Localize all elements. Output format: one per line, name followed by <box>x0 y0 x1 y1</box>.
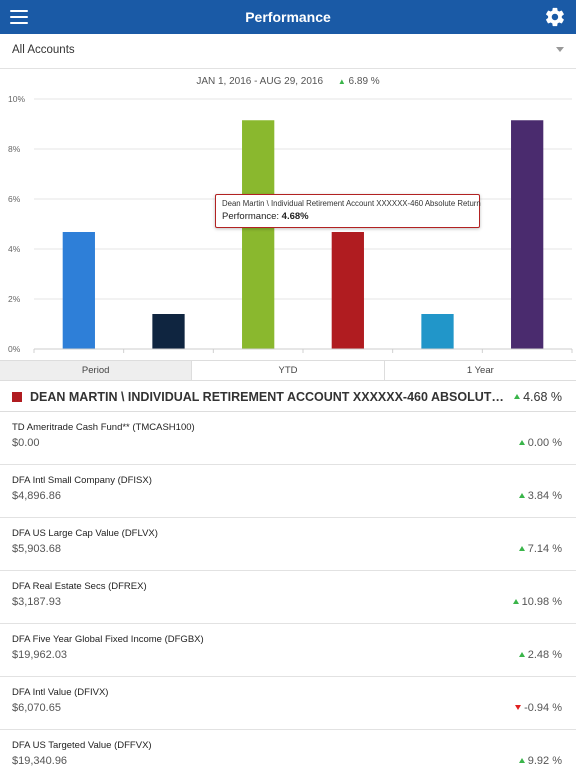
hamburger-menu-icon[interactable] <box>10 8 30 26</box>
list-item[interactable]: DFA Intl Small Company (DFISX) $4,896.86… <box>0 465 576 518</box>
account-color-swatch <box>12 392 22 402</box>
holding-name: DFA Intl Small Company (DFISX) <box>12 475 152 486</box>
y-tick-label: 10% <box>8 94 25 104</box>
holding-performance-value: -0.94 % <box>524 702 562 714</box>
tab-period[interactable]: Period <box>0 361 193 380</box>
holding-value: $4,896.86 <box>12 490 61 502</box>
bar-chart-svg: 0% 2% 4% 6% 8% 10% <box>8 94 573 354</box>
holding-name: TD Ameritrade Cash Fund** (TMCASH100) <box>12 422 195 433</box>
period-tabs: Period YTD 1 Year <box>0 360 576 381</box>
holding-performance-value: 10.98 % <box>521 596 562 608</box>
holding-value: $3,187.93 <box>12 596 61 608</box>
chart-performance: 6.89 % <box>348 76 380 87</box>
list-item[interactable]: DFA Intl Value (DFIVX) $6,070.65 -0.94 % <box>0 677 576 730</box>
chart-bar[interactable] <box>331 232 364 349</box>
tooltip-label: Performance: <box>222 211 280 222</box>
holding-performance: 10.98 % <box>512 596 562 608</box>
holding-performance: 3.84 % <box>518 490 562 502</box>
y-tick-label: 6% <box>8 194 21 204</box>
y-tick-label: 8% <box>8 144 21 154</box>
tooltip-value: 4.68% <box>281 211 309 222</box>
account-selector[interactable]: All Accounts <box>0 34 576 69</box>
holding-performance-value: 3.84 % <box>527 490 562 502</box>
arrow-up-icon <box>518 545 525 551</box>
holding-performance-value: 0.00 % <box>527 437 562 449</box>
holding-value: $6,070.65 <box>12 702 61 714</box>
chevron-down-icon <box>556 47 564 52</box>
gear-icon[interactable] <box>544 6 566 28</box>
holding-name: DFA Intl Value (DFIVX) <box>12 687 109 698</box>
chart-bar[interactable] <box>152 314 185 349</box>
account-performance: 4.68 % <box>514 390 562 404</box>
list-item[interactable]: DFA Real Estate Secs (DFREX) $3,187.93 1… <box>0 571 576 624</box>
chart-bar[interactable] <box>421 314 454 349</box>
account-summary-row[interactable]: DEAN MARTIN \ INDIVIDUAL RETIREMENT ACCO… <box>0 384 576 412</box>
holdings-list: TD Ameritrade Cash Fund** (TMCASH100) $0… <box>0 412 576 768</box>
tab-1-year[interactable]: 1 Year <box>384 361 576 380</box>
holding-value: $19,340.96 <box>12 755 68 767</box>
page-title: Performance <box>245 9 331 25</box>
chart-bar[interactable] <box>62 232 95 349</box>
arrow-up-icon <box>518 439 525 445</box>
arrow-up-icon <box>512 598 519 604</box>
chart-tooltip: Dean Martin \ Individual Retirement Acco… <box>215 194 481 228</box>
holding-performance-value: 7.14 % <box>527 543 562 555</box>
account-selector-label: All Accounts <box>12 44 75 56</box>
account-performance-value: 4.68 % <box>523 390 562 404</box>
holding-name: DFA US Targeted Value (DFFVX) <box>12 740 152 751</box>
holding-performance: 0.00 % <box>518 437 562 449</box>
holding-performance: -0.94 % <box>515 702 562 714</box>
date-range: JAN 1, 2016 - AUG 29, 2016 <box>196 76 324 87</box>
arrow-up-icon <box>514 394 521 400</box>
holding-performance-value: 2.48 % <box>527 649 562 661</box>
tooltip-performance: Performance: 4.68% <box>222 211 473 222</box>
y-tick-label: 4% <box>8 244 21 254</box>
chart-bar[interactable] <box>242 120 275 349</box>
holding-value: $0.00 <box>12 437 40 449</box>
holding-performance: 2.48 % <box>518 649 562 661</box>
holding-performance: 9.92 % <box>518 755 562 767</box>
y-tick-label: 2% <box>8 294 21 304</box>
tooltip-title: Dean Martin \ Individual Retirement Acco… <box>222 199 481 208</box>
chart-header: JAN 1, 2016 - AUG 29, 2016 ▲ 6.89 % <box>0 76 576 87</box>
holding-performance: 7.14 % <box>518 543 562 555</box>
tab-ytd[interactable]: YTD <box>192 361 385 380</box>
chart-bar[interactable] <box>511 120 544 349</box>
holding-value: $19,962.03 <box>12 649 68 661</box>
list-item[interactable]: DFA US Large Cap Value (DFLVX) $5,903.68… <box>0 518 576 571</box>
holding-name: DFA US Large Cap Value (DFLVX) <box>12 528 158 539</box>
arrow-up-icon <box>518 492 525 498</box>
arrow-down-icon <box>515 704 522 710</box>
holding-name: DFA Real Estate Secs (DFREX) <box>12 581 147 592</box>
y-tick-label: 0% <box>8 344 21 354</box>
holding-name: DFA Five Year Global Fixed Income (DFGBX… <box>12 634 204 645</box>
holding-value: $5,903.68 <box>12 543 61 555</box>
account-name: DEAN MARTIN \ INDIVIDUAL RETIREMENT ACCO… <box>30 390 510 404</box>
top-app-bar: Performance <box>0 0 576 34</box>
list-item[interactable]: DFA US Targeted Value (DFFVX) $19,340.96… <box>0 730 576 768</box>
holding-performance-value: 9.92 % <box>527 755 562 767</box>
arrow-up-icon <box>518 651 525 657</box>
arrow-up-icon <box>518 757 525 763</box>
arrow-up-icon: ▲ <box>337 77 346 86</box>
list-item[interactable]: TD Ameritrade Cash Fund** (TMCASH100) $0… <box>0 412 576 465</box>
list-item[interactable]: DFA Five Year Global Fixed Income (DFGBX… <box>0 624 576 677</box>
